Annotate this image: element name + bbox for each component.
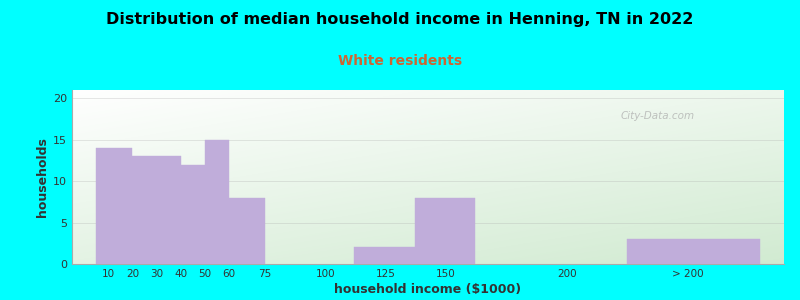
Bar xyxy=(354,248,414,264)
Bar xyxy=(181,165,205,264)
Text: Distribution of median household income in Henning, TN in 2022: Distribution of median household income … xyxy=(106,12,694,27)
Bar xyxy=(414,198,475,264)
X-axis label: household income ($1000): household income ($1000) xyxy=(334,283,522,296)
Y-axis label: households: households xyxy=(36,137,49,217)
Bar xyxy=(205,140,229,264)
Bar xyxy=(627,239,760,264)
Bar xyxy=(229,198,265,264)
Bar xyxy=(132,156,181,264)
Text: City-Data.com: City-Data.com xyxy=(620,111,694,121)
Text: White residents: White residents xyxy=(338,54,462,68)
Bar xyxy=(96,148,132,264)
